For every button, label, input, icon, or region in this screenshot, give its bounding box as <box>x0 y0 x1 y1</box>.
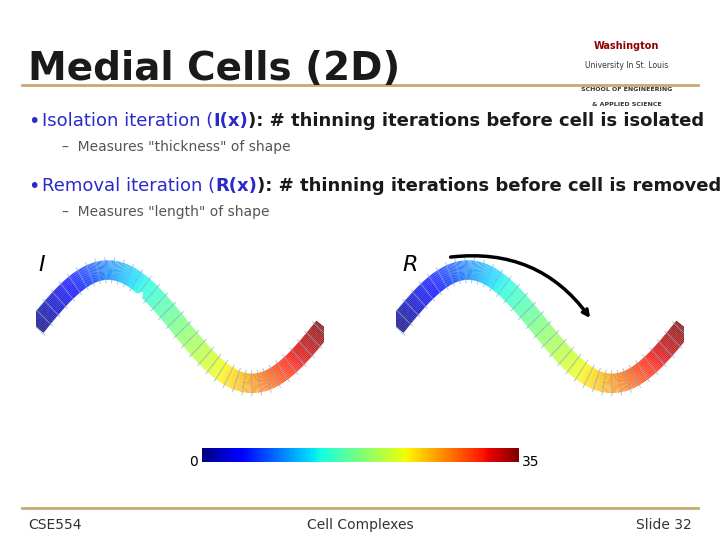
Text: R: R <box>402 255 418 275</box>
Text: I: I <box>38 255 45 275</box>
Text: & APPLIED SCIENCE: & APPLIED SCIENCE <box>592 102 661 107</box>
Text: SCHOOL OF ENGINEERING: SCHOOL OF ENGINEERING <box>581 87 672 92</box>
Text: ): # thinning iterations before cell is isolated: ): # thinning iterations before cell is … <box>248 112 704 130</box>
Text: Cell Complexes: Cell Complexes <box>307 518 413 532</box>
Text: I(x): I(x) <box>213 112 248 130</box>
Text: Medial Cells (2D): Medial Cells (2D) <box>28 50 400 88</box>
Text: Removal iteration (: Removal iteration ( <box>42 177 215 195</box>
Text: Isolation iteration (: Isolation iteration ( <box>42 112 213 130</box>
Text: University In St. Louis: University In St. Louis <box>585 61 668 70</box>
Text: •: • <box>28 112 40 131</box>
Text: 0: 0 <box>189 455 198 469</box>
Text: 35: 35 <box>522 455 539 469</box>
Text: –  Measures "length" of shape: – Measures "length" of shape <box>62 205 269 219</box>
Text: •: • <box>28 177 40 196</box>
Text: Slide 32: Slide 32 <box>636 518 692 532</box>
Text: –  Measures "thickness" of shape: – Measures "thickness" of shape <box>62 140 291 154</box>
Text: CSE554: CSE554 <box>28 518 81 532</box>
Text: Washington: Washington <box>594 41 659 51</box>
Text: R(x): R(x) <box>215 177 257 195</box>
Text: ): # thinning iterations before cell is removed: ): # thinning iterations before cell is … <box>257 177 720 195</box>
